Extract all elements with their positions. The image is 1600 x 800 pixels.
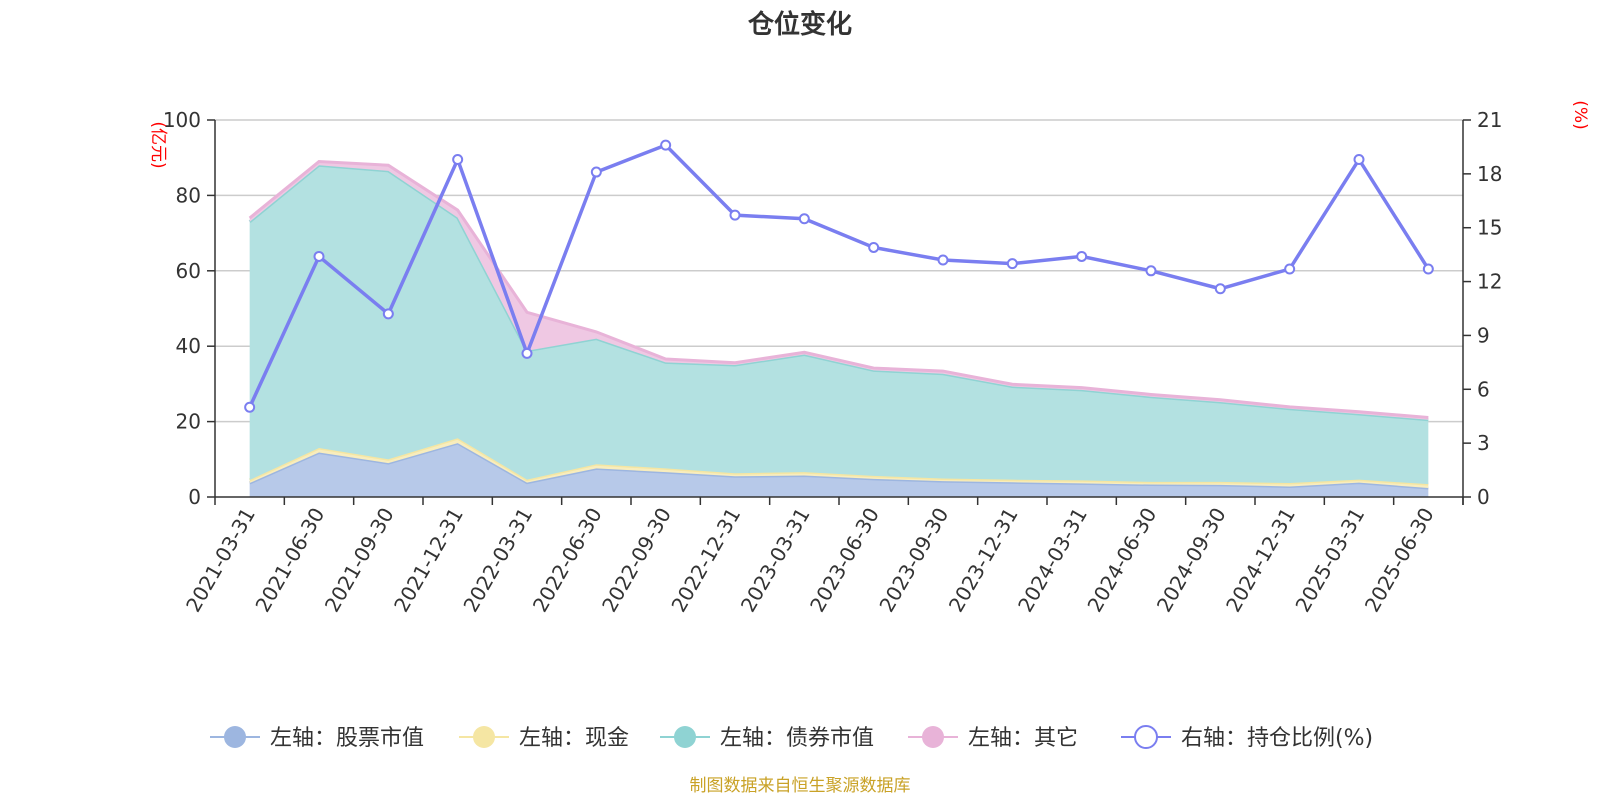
holding-ratio-point	[937, 254, 949, 266]
legend-item: 右轴：持仓比例(%)	[1121, 725, 1373, 751]
legend-marker	[224, 726, 246, 748]
legend-label: 右轴：持仓比例(%)	[1181, 726, 1373, 751]
right-tick-label: 6	[1477, 377, 1490, 401]
legend-item: 左轴：现金	[459, 726, 629, 751]
holding-ratio-point	[244, 401, 256, 413]
holding-ratio-point	[313, 250, 325, 262]
right-tick-label: 9	[1477, 323, 1490, 347]
x-tick-label: 2021-06-30	[250, 504, 329, 617]
legend-marker	[1134, 725, 1158, 749]
x-tick-label: 2022-03-31	[458, 504, 537, 617]
right-tick-label: 3	[1477, 431, 1490, 455]
left-tick-label: 0	[188, 485, 201, 509]
holding-ratio-point	[660, 139, 672, 151]
right-tick-label: 0	[1477, 485, 1490, 509]
x-tick-label: 2022-06-30	[528, 504, 607, 617]
x-tick-label: 2021-03-31	[181, 504, 260, 617]
x-tick-label: 2024-12-31	[1221, 504, 1300, 617]
x-tick-label: 2023-06-30	[805, 504, 884, 617]
x-tick-label: 2021-09-30	[320, 504, 399, 617]
legend-label: 左轴：现金	[519, 726, 629, 751]
holding-ratio-point	[1076, 250, 1088, 262]
left-tick-label: 20	[176, 410, 201, 434]
area-series-2	[249, 165, 1429, 485]
holding-ratio-point	[452, 153, 464, 165]
legend-label: 左轴：其它	[968, 726, 1078, 751]
holding-ratio-point	[1145, 265, 1157, 277]
left-tick-label: 60	[176, 259, 201, 283]
holding-ratio-point	[729, 209, 741, 221]
area-line-series-3	[248, 159, 1429, 419]
legend-item: 左轴：其它	[908, 726, 1078, 751]
x-tick-label: 2024-03-31	[1013, 504, 1092, 617]
holding-ratio-point	[1284, 263, 1296, 275]
x-tick-label: 2023-12-31	[944, 503, 1023, 616]
holding-ratio-series	[244, 139, 1434, 413]
left-tick-label: 100	[163, 108, 201, 132]
right-axis-unit: (%)	[1570, 100, 1590, 129]
legend-item: 左轴：股票市值	[210, 726, 424, 751]
holding-ratio-point	[1006, 258, 1018, 270]
holding-ratio-point	[868, 241, 880, 253]
left-tick-label: 40	[176, 334, 201, 358]
right-tick-label: 18	[1477, 162, 1502, 186]
legend-item: 左轴：债券市值	[660, 726, 874, 751]
right-tick-label: 21	[1477, 108, 1502, 132]
x-tick-label: 2024-06-30	[1082, 504, 1161, 617]
legend-label: 左轴：债券市值	[720, 726, 874, 751]
holding-ratio-point	[1422, 263, 1434, 275]
legend: 左轴：股票市值 左轴：现金 左轴：债券市值 左轴：其它 右轴：持仓比例(%)	[210, 725, 1373, 751]
holding-ratio-point	[798, 213, 810, 225]
x-tick-label: 2023-03-31	[736, 504, 815, 617]
stacked-areas	[248, 159, 1429, 497]
chart-title: 仓位变化	[747, 9, 852, 40]
left-axis-unit: (亿元)	[148, 121, 168, 168]
left-tick-label: 80	[176, 183, 201, 207]
x-tick-label: 2024-09-30	[1152, 504, 1231, 617]
holding-ratio-point	[1353, 153, 1365, 165]
x-tick-label: 2023-09-30	[874, 504, 953, 617]
legend-marker	[674, 726, 696, 748]
holding-ratio-point	[1214, 283, 1226, 295]
right-tick-label: 15	[1477, 216, 1502, 240]
x-tick-label: 2022-09-30	[597, 504, 676, 617]
holding-ratio-point	[521, 347, 533, 359]
holding-ratio-point	[590, 166, 602, 178]
x-tick-label: 2025-06-30	[1360, 504, 1439, 617]
data-source-note: 制图数据来自恒生聚源数据库	[690, 776, 911, 796]
legend-marker	[473, 726, 495, 748]
x-tick-label: 2022-12-31	[666, 504, 745, 617]
holding-ratio-point	[382, 308, 394, 320]
x-tick-label: 2025-03-31	[1290, 504, 1369, 617]
right-tick-label: 12	[1477, 270, 1502, 294]
area-series-0	[249, 443, 1429, 497]
legend-label: 左轴：股票市值	[270, 726, 424, 751]
holding-ratio-line	[248, 143, 1430, 408]
legend-marker	[922, 726, 944, 748]
x-tick-label: 2021-12-31	[389, 503, 468, 616]
